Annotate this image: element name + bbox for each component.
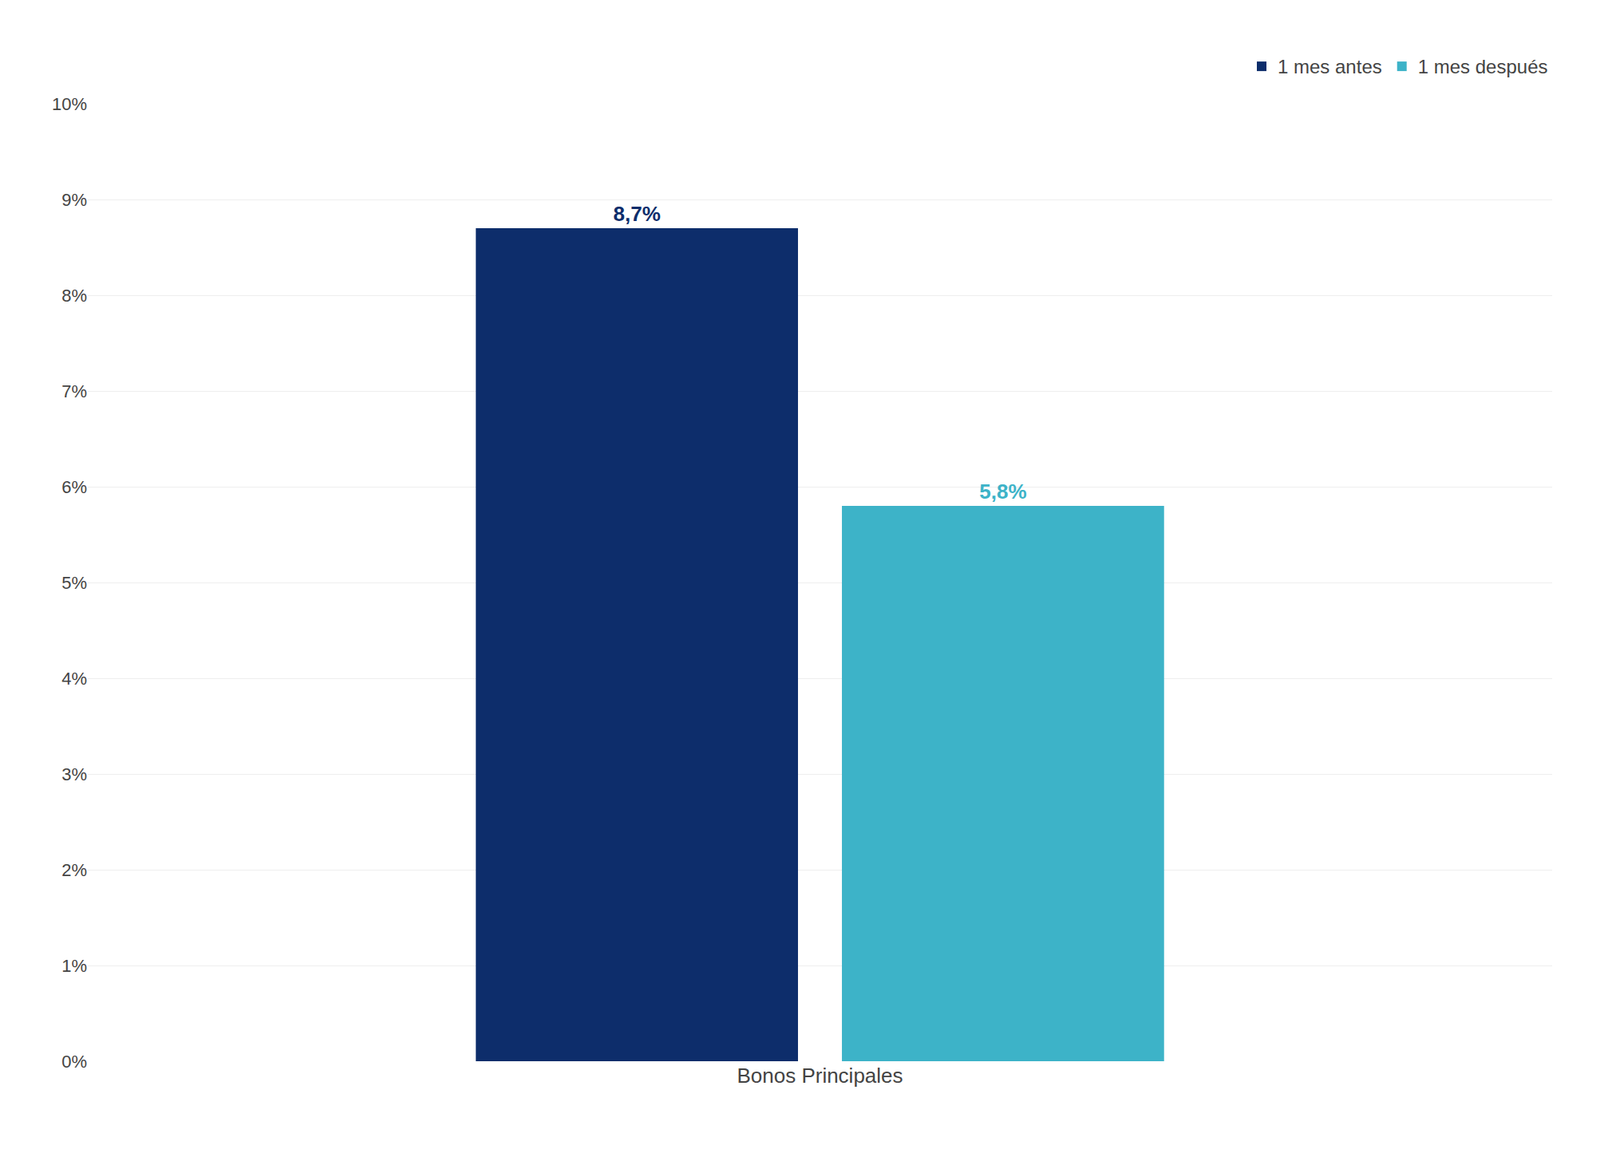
svg-text:1 mes antes: 1 mes antes bbox=[1277, 55, 1383, 78]
svg-text:5,8%: 5,8% bbox=[979, 479, 1027, 504]
svg-text:0%: 0% bbox=[61, 1051, 87, 1072]
svg-text:8%: 8% bbox=[61, 285, 87, 306]
svg-text:1 mes después: 1 mes después bbox=[1418, 55, 1549, 78]
svg-text:3%: 3% bbox=[61, 764, 87, 785]
svg-text:1%: 1% bbox=[61, 956, 87, 976]
svg-text:6%: 6% bbox=[61, 477, 87, 498]
svg-text:9%: 9% bbox=[61, 189, 87, 210]
svg-text:8,7%: 8,7% bbox=[612, 201, 660, 226]
svg-text:7%: 7% bbox=[61, 381, 87, 402]
svg-text:10%: 10% bbox=[51, 94, 87, 115]
svg-text:2%: 2% bbox=[61, 860, 87, 881]
svg-text:5%: 5% bbox=[61, 572, 87, 593]
svg-text:4%: 4% bbox=[61, 668, 87, 689]
svg-text:Bonos Principales: Bonos Principales bbox=[736, 1063, 903, 1088]
